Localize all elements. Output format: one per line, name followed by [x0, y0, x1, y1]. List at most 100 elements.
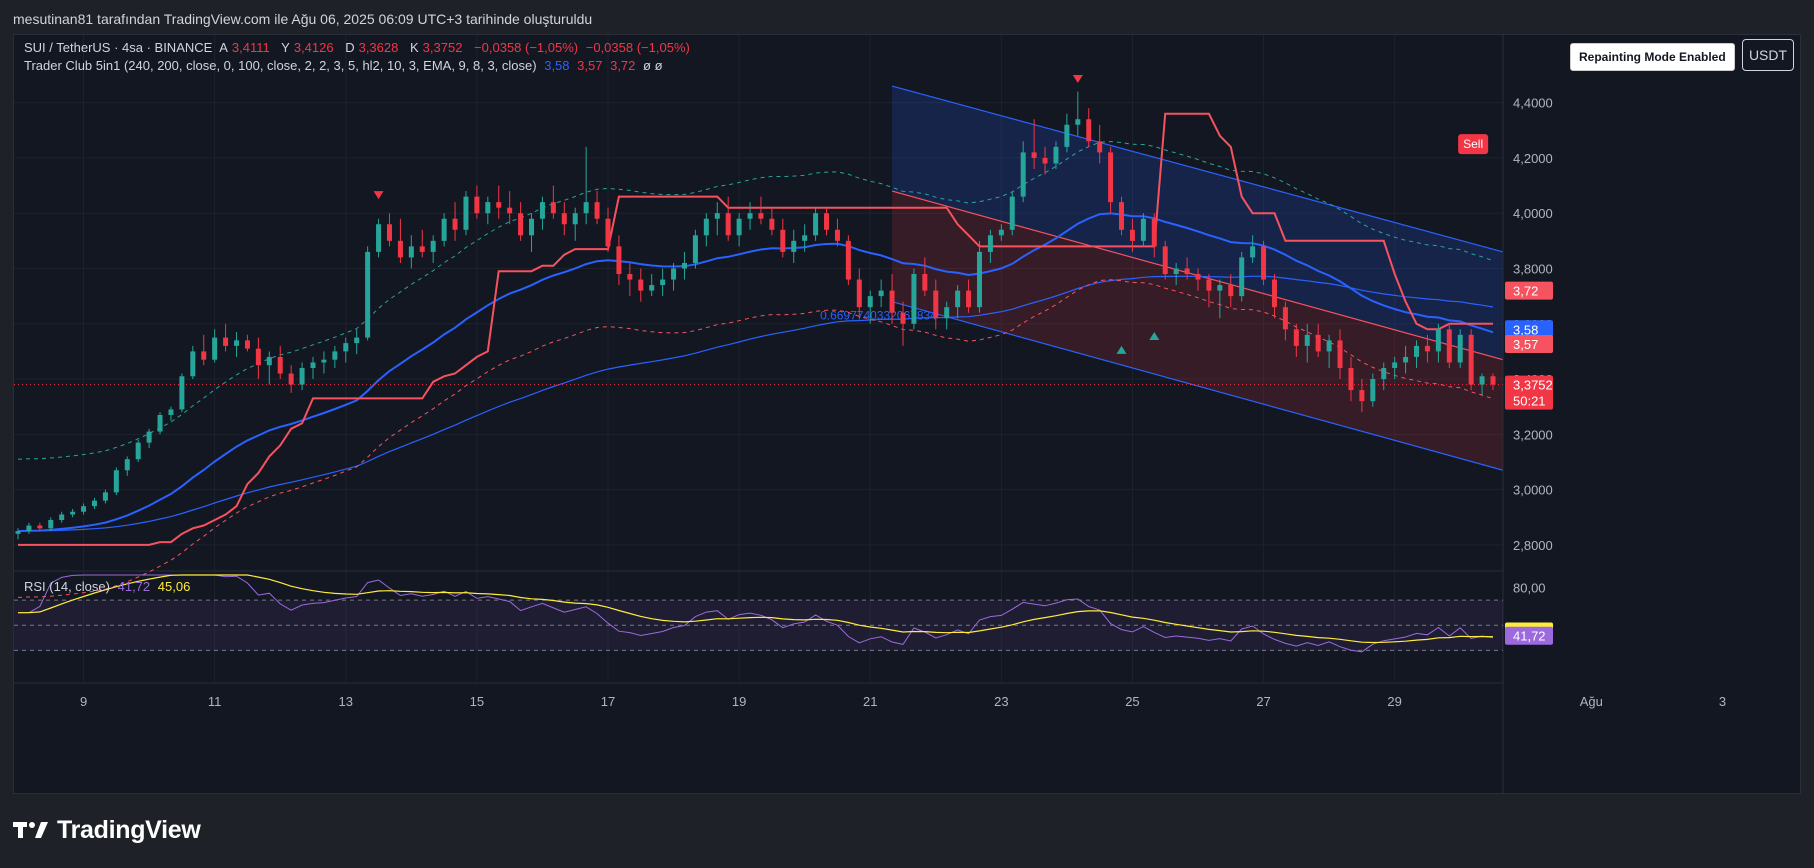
candle-body — [922, 274, 928, 291]
candle-body — [266, 356, 272, 366]
candle-body — [1468, 334, 1474, 385]
candle-body — [1162, 246, 1168, 275]
rsi-tick-label: 80,00 — [1513, 581, 1546, 596]
repainting-mode-badge[interactable]: Repainting Mode Enabled — [1570, 43, 1735, 71]
ema-fast-line — [17, 212, 1494, 533]
rsi-pane: 80,00 45,06 41,72 — [14, 574, 1553, 653]
candle-body — [911, 274, 917, 324]
candle-body — [561, 213, 567, 225]
candle-body — [976, 251, 982, 308]
y-tick-label: 4,4000 — [1513, 96, 1553, 111]
candle-body — [376, 224, 382, 252]
buy-signal-marker — [1116, 345, 1127, 354]
x-tick-label: 25 — [1125, 694, 1139, 709]
candle-body — [1261, 246, 1267, 280]
sell-label: Sell — [1463, 137, 1483, 151]
candle-body — [81, 506, 87, 512]
candle-body — [1293, 329, 1299, 346]
rsi-line — [18, 574, 1494, 653]
candle-body — [998, 229, 1004, 236]
rsi-name[interactable]: RSI (14, close) — [24, 579, 110, 594]
candle-body — [1414, 345, 1420, 357]
indicator-value-3: 3,72 — [610, 58, 636, 73]
candle-body — [1239, 257, 1245, 297]
candle-body — [1424, 345, 1430, 352]
candle-body — [834, 229, 840, 241]
candle-body — [605, 218, 611, 247]
candle-body — [583, 202, 589, 214]
candle-body — [102, 492, 108, 501]
candle-body — [649, 285, 655, 291]
candle-body — [310, 362, 316, 368]
candle-body — [430, 240, 436, 252]
candle-body — [91, 500, 97, 507]
candle-body — [889, 290, 895, 313]
candle-body — [1086, 119, 1092, 142]
candle-body — [1206, 279, 1212, 291]
candle-body — [234, 340, 240, 346]
low-label: D — [345, 40, 355, 55]
candle-body — [1097, 141, 1103, 153]
band-upper-dashed — [17, 140, 1494, 460]
candles — [15, 91, 1496, 540]
candle-body — [1446, 329, 1452, 363]
candle-body — [70, 511, 76, 515]
candle-body — [1129, 229, 1135, 241]
candle-body — [168, 409, 174, 415]
candle-body — [507, 207, 513, 214]
candle-body — [1009, 196, 1015, 230]
candle-body — [692, 235, 698, 263]
candle-body — [867, 296, 873, 308]
candle-body — [769, 218, 775, 230]
open-label: A — [219, 40, 228, 55]
candle-body — [660, 279, 666, 286]
candle-body — [813, 213, 819, 236]
candle-body — [1250, 246, 1256, 258]
sell-signal-marker — [1072, 75, 1083, 83]
candle-body — [987, 235, 993, 252]
high-value: 3,4126 — [293, 40, 334, 55]
currency-button[interactable]: USDT — [1742, 39, 1794, 71]
brand-name: TradingView — [57, 815, 201, 844]
top-bar: mesutinan81 tarafından TradingView.com i… — [0, 0, 1814, 36]
candle-body — [1064, 124, 1070, 147]
x-tick-label: 19 — [732, 694, 746, 709]
candle-body — [791, 240, 797, 252]
x-tick-label: 17 — [601, 694, 615, 709]
candle-body — [59, 514, 65, 521]
candle-body — [441, 218, 447, 241]
candle-body — [529, 218, 535, 236]
candle-body — [933, 290, 939, 319]
candle-body — [780, 229, 786, 252]
high-label: Y — [281, 40, 290, 55]
band-lower-dashed — [17, 279, 1494, 598]
candle-body — [1337, 340, 1343, 368]
ema-slow-line — [17, 275, 1494, 532]
price-chart[interactable]: 0.6697740332067834 Sell 4,4000 4,2000 4,00… — [14, 35, 1800, 793]
price-label-bg — [1505, 375, 1553, 410]
candle-body — [714, 213, 720, 219]
buy-signal-marker — [1149, 332, 1160, 341]
candle-body — [1053, 146, 1059, 164]
y-tick-label: 4,2000 — [1513, 151, 1553, 166]
candle-body — [900, 312, 906, 324]
candle-body — [955, 290, 961, 308]
x-tick-label: 11 — [208, 694, 222, 709]
candle-body — [758, 213, 764, 219]
candle-body — [332, 351, 338, 360]
candle-body — [572, 213, 578, 225]
chart-container[interactable]: 0.6697740332067834 Sell 4,4000 4,2000 4,00… — [13, 34, 1801, 794]
time-axis: 911131517192123252729Ağu35 — [80, 694, 1726, 709]
candle-body — [824, 213, 830, 230]
price-axis: 4,40004,20004,00003,80003,60003,40003,20… — [1502, 35, 1800, 793]
candle-body — [1184, 268, 1190, 275]
candle-body — [671, 268, 677, 280]
sell-signal-marker — [373, 191, 384, 200]
rsi-ma-line — [18, 574, 1494, 644]
candle-body — [386, 224, 392, 241]
candle-body — [703, 218, 709, 236]
symbol-name[interactable]: SUI / TetherUS · 4sa · BINANCE — [24, 40, 213, 55]
indicator-name[interactable]: Trader Club 5in1 (240, 200, close, 0, 10… — [24, 58, 537, 73]
candle-body — [496, 202, 502, 208]
candle-body — [26, 525, 32, 532]
